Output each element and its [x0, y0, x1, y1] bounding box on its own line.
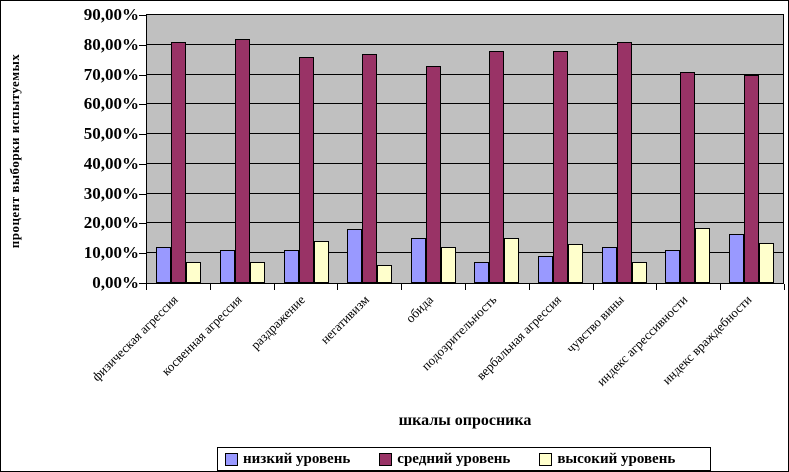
y-tick-label: 50,00% — [83, 124, 139, 143]
bar-высокий-уровень-10 — [759, 243, 774, 283]
gridline — [147, 222, 783, 223]
bar-высокий-уровень-2 — [250, 262, 265, 283]
y-tick-mark — [139, 223, 146, 224]
x-tick-mark — [337, 284, 338, 290]
y-tick-mark — [139, 104, 146, 105]
legend-label: средний уровень — [397, 450, 511, 467]
legend-label: низкий уровень — [243, 450, 351, 467]
bar-низкий-уровень-9 — [665, 250, 680, 283]
bar-высокий-уровень-9 — [695, 228, 710, 283]
bar-высокий-уровень-7 — [568, 244, 583, 283]
x-tick-mark — [720, 284, 721, 290]
x-tick-mark — [656, 284, 657, 290]
y-tick-label: 90,00% — [83, 5, 139, 24]
bar-низкий-уровень-4 — [347, 229, 362, 283]
x-tick-mark — [401, 284, 402, 290]
legend-item: низкий уровень — [225, 451, 350, 468]
y-tick-mark — [139, 164, 146, 165]
bar-средний-уровень-4 — [362, 54, 377, 283]
bar-низкий-уровень-5 — [411, 238, 426, 283]
x-category-label: обида — [402, 292, 436, 326]
x-tick-mark — [784, 284, 785, 290]
bar-высокий-уровень-3 — [314, 241, 329, 283]
legend: низкий уровень средний уровень высокий уро… — [217, 447, 711, 471]
y-tick-mark — [139, 45, 146, 46]
x-tick-mark — [274, 284, 275, 290]
bar-высокий-уровень-4 — [377, 265, 392, 283]
bar-средний-уровень-7 — [553, 51, 568, 283]
legend-label: высокий уровень — [557, 450, 676, 467]
gridline — [147, 74, 783, 75]
y-tick-label: 60,00% — [83, 94, 139, 113]
legend-item: высокий уровень — [539, 451, 675, 468]
x-category-label: раздражение — [247, 292, 308, 353]
gridline — [147, 103, 783, 104]
gridline — [147, 163, 783, 164]
bar-средний-уровень-9 — [680, 72, 695, 283]
legend-item: средний уровень — [379, 451, 510, 468]
y-tick-mark — [139, 194, 146, 195]
bar-средний-уровень-8 — [617, 42, 632, 283]
gridline — [147, 193, 783, 194]
x-axis-title: шкалы опросника — [398, 412, 532, 429]
bar-высокий-уровень-6 — [504, 238, 519, 283]
legend-swatch-icon — [225, 452, 238, 466]
legend-swatch-icon — [539, 452, 553, 466]
legend-swatch-icon — [379, 452, 393, 466]
bar-низкий-уровень-7 — [538, 256, 553, 283]
bar-средний-уровень-1 — [171, 42, 186, 283]
bar-высокий-уровень-5 — [441, 247, 456, 283]
bar-низкий-уровень-3 — [284, 250, 299, 283]
x-tick-mark — [593, 284, 594, 290]
y-tick-label: 0,00% — [92, 273, 139, 292]
bar-средний-уровень-6 — [489, 51, 504, 283]
x-tick-mark — [529, 284, 530, 290]
bar-низкий-уровень-6 — [474, 262, 489, 283]
y-tick-label: 30,00% — [83, 184, 139, 203]
bar-высокий-уровень-1 — [186, 262, 201, 283]
x-category-label: чувство вины — [562, 292, 627, 356]
bar-высокий-уровень-8 — [632, 262, 647, 283]
gridline — [147, 252, 783, 253]
bar-средний-уровень-2 — [235, 39, 250, 283]
y-tick-label: 70,00% — [83, 65, 139, 84]
y-tick-mark — [139, 75, 146, 76]
gridline — [147, 133, 783, 134]
x-tick-mark — [146, 284, 147, 290]
bar-низкий-уровень-10 — [729, 234, 744, 283]
bar-средний-уровень-10 — [744, 75, 759, 283]
bar-средний-уровень-5 — [426, 66, 441, 283]
gridline — [147, 44, 783, 45]
y-tick-label: 10,00% — [83, 243, 139, 262]
x-tick-mark — [465, 284, 466, 290]
y-tick-label: 20,00% — [83, 213, 139, 232]
y-tick-label: 80,00% — [83, 35, 139, 54]
bar-низкий-уровень-2 — [220, 250, 235, 283]
y-tick-mark — [139, 283, 146, 284]
x-category-label: негативизм — [316, 292, 372, 347]
y-tick-label: 40,00% — [83, 154, 139, 173]
bar-средний-уровень-3 — [299, 57, 314, 283]
plot-area — [146, 14, 784, 284]
y-tick-mark — [139, 15, 146, 16]
y-tick-mark — [139, 253, 146, 254]
bar-низкий-уровень-8 — [602, 247, 617, 283]
bar-низкий-уровень-1 — [156, 247, 171, 283]
y-tick-mark — [139, 134, 146, 135]
x-tick-mark — [210, 284, 211, 290]
